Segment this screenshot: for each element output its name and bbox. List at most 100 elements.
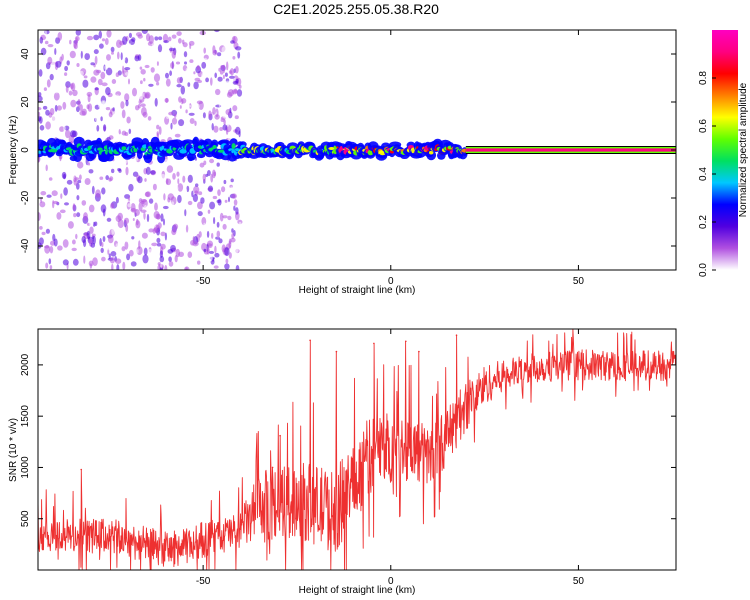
noise-blob	[205, 77, 210, 83]
noise-blob	[96, 69, 102, 74]
noise-blob	[94, 87, 99, 91]
noise-blob	[67, 221, 74, 229]
noise-blob	[184, 209, 187, 217]
noise-blob	[196, 64, 200, 71]
noise-blob	[69, 130, 77, 138]
noise-blob	[100, 116, 103, 122]
noise-blob	[234, 115, 239, 120]
noise-blob	[188, 235, 192, 240]
noise-blob	[329, 121, 332, 125]
noise-blob	[115, 243, 120, 250]
noise-blob	[230, 40, 235, 44]
noise-blob	[48, 177, 53, 181]
noise-blob	[135, 218, 139, 226]
noise-blob	[187, 174, 193, 183]
noise-blob	[44, 40, 49, 45]
noise-blob	[45, 109, 50, 116]
noise-blob	[68, 90, 73, 96]
noise-blob	[225, 258, 229, 264]
noise-blob	[171, 201, 175, 206]
noise-blob	[122, 261, 126, 270]
noise-blob	[216, 162, 220, 167]
snr-spike-point	[335, 350, 338, 353]
noise-blob	[99, 230, 105, 235]
noise-blob	[198, 231, 202, 238]
noise-blob	[132, 87, 137, 97]
noise-blob	[80, 50, 83, 59]
noise-blob	[99, 238, 102, 247]
noise-blob	[146, 213, 150, 223]
noise-blob	[38, 111, 41, 117]
noise-blob	[111, 51, 114, 55]
snr-xtick-label: 50	[573, 576, 585, 587]
noise-blob	[209, 201, 216, 210]
noise-blob	[231, 89, 238, 95]
noise-blob	[84, 52, 90, 61]
noise-blob	[84, 45, 91, 54]
noise-blob	[86, 230, 91, 240]
colorbar-tick-label: 0.0	[698, 263, 709, 277]
colorbar-ticks: 0.0 0.2 0.4 0.6 0.8	[698, 71, 716, 277]
noise-blob	[336, 86, 339, 90]
signal-blob	[182, 139, 194, 145]
noise-blob	[369, 78, 372, 82]
noise-blob	[133, 191, 137, 201]
noise-blob	[176, 77, 182, 84]
noise-blob	[87, 94, 91, 103]
noise-blob	[179, 135, 185, 141]
noise-blob	[218, 238, 223, 244]
noise-blob	[90, 62, 95, 66]
noise-blob	[88, 169, 94, 174]
signal-blob	[426, 150, 437, 161]
noise-blob	[122, 65, 125, 75]
signal-blob	[175, 145, 180, 149]
noise-blob	[84, 259, 90, 264]
noise-blob	[48, 258, 52, 265]
noise-blob	[171, 50, 176, 59]
signal-blob	[429, 150, 434, 155]
noise-blob	[384, 116, 387, 120]
noise-blob	[216, 221, 220, 228]
noise-blob	[105, 107, 111, 111]
noise-blob	[178, 96, 182, 103]
noise-blob	[217, 205, 222, 210]
noise-blob	[157, 44, 163, 53]
noise-blob	[135, 32, 143, 37]
noise-blob	[227, 215, 232, 221]
noise-blob	[95, 114, 99, 122]
noise-blob	[177, 194, 182, 204]
noise-blob	[149, 125, 153, 131]
noise-blob	[99, 43, 104, 49]
noise-blob	[148, 228, 154, 233]
spectrogram-ytick-label: 40	[20, 48, 31, 60]
noise-blob	[108, 253, 111, 260]
noise-blob	[197, 80, 203, 83]
noise-blob	[90, 76, 97, 83]
noise-blob	[202, 112, 206, 119]
noise-blob	[218, 67, 222, 72]
noise-blob	[217, 76, 223, 82]
noise-blob	[171, 117, 178, 125]
noise-blob	[219, 212, 224, 222]
noise-blob	[38, 107, 42, 111]
noise-blob	[39, 36, 44, 44]
colorbar-tick-label: 0.4	[698, 167, 709, 181]
noise-blob	[56, 105, 63, 111]
noise-blob	[65, 85, 69, 93]
noise-blob	[59, 126, 65, 132]
noise-blob	[141, 106, 147, 116]
noise-blob	[55, 185, 61, 192]
noise-blob	[163, 193, 166, 201]
snr-xtick-label: -50	[196, 576, 211, 587]
noise-blob	[166, 165, 174, 173]
noise-blob	[177, 183, 184, 192]
noise-blob	[213, 265, 219, 269]
noise-blob	[140, 80, 143, 85]
snr-frame	[37, 328, 677, 571]
snr-ticks: -50 0 50 500 1000 1500 2000	[20, 329, 676, 587]
noise-blob	[56, 212, 62, 220]
noise-blob	[140, 209, 147, 213]
noise-blob	[89, 226, 94, 234]
noise-blob	[46, 79, 51, 88]
noise-blob	[200, 197, 205, 204]
